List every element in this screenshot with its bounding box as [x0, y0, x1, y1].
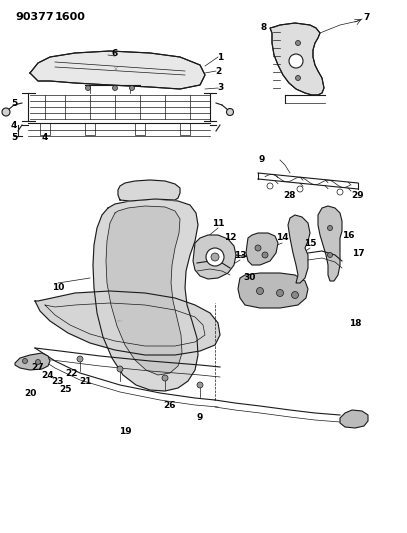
Circle shape: [337, 189, 343, 195]
Circle shape: [291, 292, 298, 298]
Circle shape: [211, 253, 219, 261]
Polygon shape: [30, 51, 205, 89]
Text: 4: 4: [11, 120, 17, 130]
Text: 28: 28: [284, 190, 296, 199]
Text: 11: 11: [212, 219, 224, 228]
Circle shape: [85, 85, 90, 91]
Bar: [135, 123, 145, 135]
Text: 10: 10: [52, 284, 64, 293]
Text: 15: 15: [304, 238, 316, 247]
Polygon shape: [15, 353, 50, 370]
Text: 26: 26: [164, 400, 176, 409]
Bar: [40, 123, 50, 135]
Text: 22: 22: [66, 368, 78, 377]
Circle shape: [35, 359, 41, 365]
Text: 9: 9: [259, 156, 265, 165]
Circle shape: [162, 375, 168, 381]
Text: 14: 14: [276, 233, 288, 243]
Circle shape: [197, 382, 203, 388]
Circle shape: [112, 85, 118, 91]
Text: 1: 1: [217, 52, 223, 61]
Polygon shape: [288, 215, 310, 283]
Text: 18: 18: [349, 319, 361, 327]
Text: 5: 5: [11, 133, 17, 142]
Text: 1600: 1600: [55, 12, 86, 22]
Text: ×: ×: [112, 66, 118, 72]
Circle shape: [22, 359, 28, 364]
Circle shape: [117, 366, 123, 372]
Text: 13: 13: [234, 251, 246, 260]
Text: 3: 3: [217, 84, 223, 93]
Text: 9: 9: [197, 414, 203, 423]
Circle shape: [297, 186, 303, 192]
Polygon shape: [35, 291, 220, 355]
Circle shape: [328, 253, 333, 257]
Polygon shape: [106, 206, 182, 375]
Circle shape: [129, 85, 134, 91]
Text: 29: 29: [352, 190, 364, 199]
Polygon shape: [270, 23, 324, 95]
Text: ᶜᵉˢ: ᶜᵉˢ: [117, 320, 123, 326]
Text: 17: 17: [352, 248, 364, 257]
Polygon shape: [93, 199, 198, 391]
Circle shape: [289, 54, 303, 68]
Text: 30: 30: [244, 273, 256, 282]
Text: 2: 2: [215, 67, 221, 76]
Circle shape: [255, 245, 261, 251]
Text: 25: 25: [59, 385, 71, 394]
Circle shape: [2, 108, 10, 116]
Text: 5: 5: [11, 99, 17, 108]
Circle shape: [276, 289, 284, 296]
Text: 21: 21: [79, 376, 91, 385]
Polygon shape: [193, 235, 236, 279]
Circle shape: [206, 248, 224, 266]
Text: 23: 23: [52, 376, 64, 385]
Circle shape: [227, 109, 234, 116]
Circle shape: [295, 76, 300, 80]
Text: 7: 7: [364, 13, 370, 22]
Polygon shape: [238, 273, 308, 308]
Polygon shape: [318, 206, 342, 281]
Polygon shape: [340, 410, 368, 428]
Text: 12: 12: [224, 233, 236, 243]
Circle shape: [267, 183, 273, 189]
Text: 4: 4: [42, 133, 48, 141]
Circle shape: [328, 225, 333, 230]
Circle shape: [77, 356, 83, 362]
Circle shape: [256, 287, 263, 295]
Circle shape: [295, 41, 300, 45]
Polygon shape: [246, 233, 278, 265]
Text: 8: 8: [261, 23, 267, 33]
Bar: [85, 123, 95, 135]
Text: 27: 27: [32, 364, 44, 373]
Bar: [180, 123, 190, 135]
Text: 20: 20: [24, 389, 36, 398]
Text: 6: 6: [112, 49, 118, 58]
Polygon shape: [118, 180, 180, 201]
Text: 24: 24: [42, 370, 54, 379]
Circle shape: [262, 252, 268, 258]
Text: 16: 16: [342, 230, 354, 239]
Text: 19: 19: [119, 426, 131, 435]
Text: 90377: 90377: [15, 12, 54, 22]
